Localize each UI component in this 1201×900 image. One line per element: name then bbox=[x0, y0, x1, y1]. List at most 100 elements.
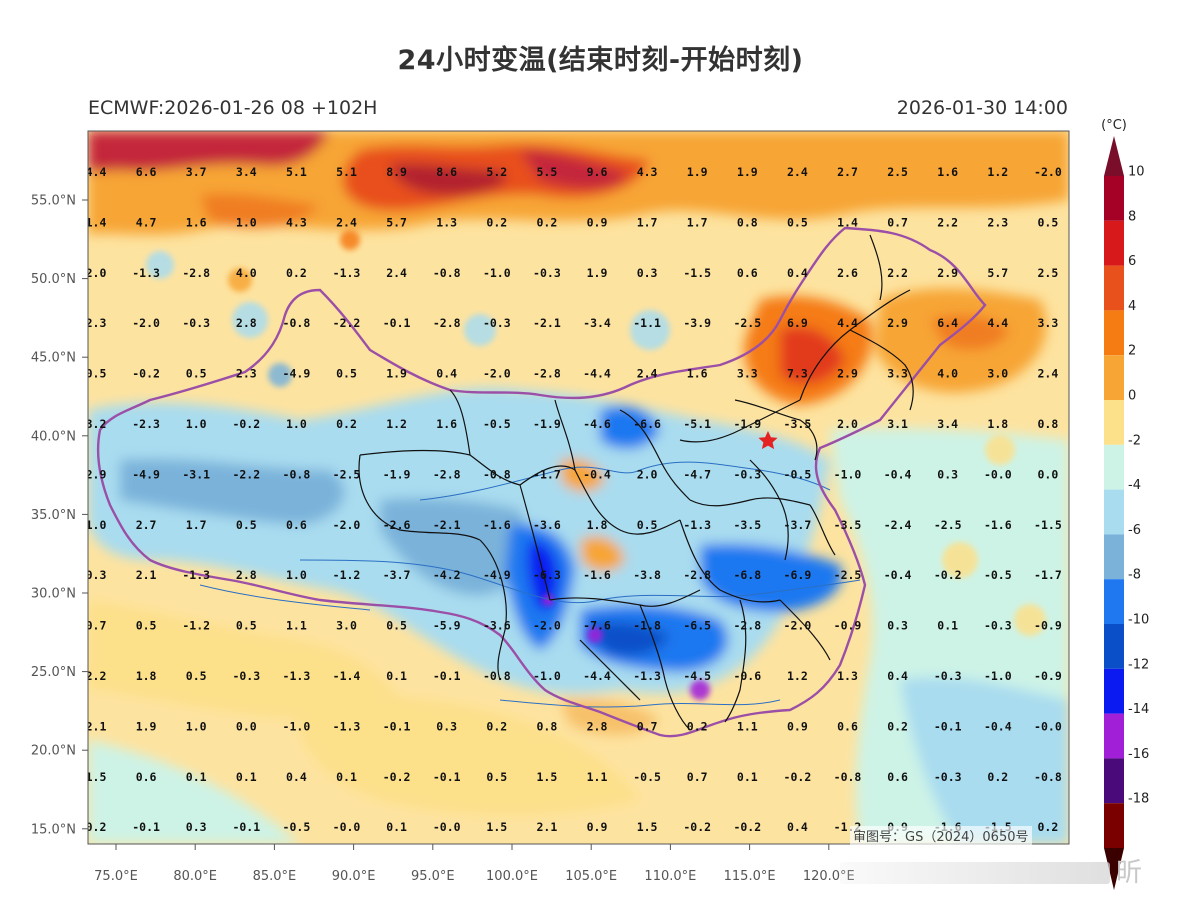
grid-value-label: -2.2 bbox=[232, 467, 260, 481]
grid-value-label: -1.4 bbox=[333, 669, 361, 683]
temperature-field bbox=[88, 131, 1069, 844]
grid-value-label: 7.3 bbox=[787, 367, 808, 381]
grid-value-label: -2.0 bbox=[533, 619, 561, 633]
grid-value-label: -1.8 bbox=[633, 619, 661, 633]
grid-value-label: -3.5 bbox=[733, 518, 761, 532]
grid-value-label: 1.3 bbox=[837, 669, 858, 683]
grid-value-label: 2.0 bbox=[86, 266, 107, 280]
grid-value-label: -2.8 bbox=[733, 619, 761, 633]
grid-value-label: -0.8 bbox=[483, 669, 511, 683]
grid-value-label: 0.9 bbox=[787, 719, 808, 733]
grid-value-label: -1.5 bbox=[1034, 518, 1062, 532]
grid-value-label: 0.5 bbox=[236, 619, 257, 633]
grid-value-label: -4.9 bbox=[483, 568, 511, 582]
lat-tick-label: 35.0°N bbox=[31, 508, 76, 523]
grid-value-label: -2.8 bbox=[182, 266, 210, 280]
lon-tick-label: 115.0°E bbox=[724, 869, 776, 884]
grid-value-label: 0.1 bbox=[737, 770, 758, 784]
grid-value-label: 1.5 bbox=[86, 770, 107, 784]
colorbar-label: -18 bbox=[1128, 792, 1149, 807]
grid-value-label: -1.3 bbox=[683, 518, 711, 532]
lon-tick-label: 105.0°E bbox=[565, 869, 617, 884]
grid-value-label: 0.3 bbox=[436, 719, 457, 733]
grid-value-label: 3.2 bbox=[86, 417, 107, 431]
grid-value-label: -3.5 bbox=[834, 518, 862, 532]
grid-value-label: 0.9 bbox=[587, 215, 608, 229]
grid-value-label: 2.6 bbox=[837, 266, 858, 280]
grid-value-label: -2.8 bbox=[683, 568, 711, 582]
grid-value-label: 0.8 bbox=[537, 719, 558, 733]
grid-value-label: -0.3 bbox=[533, 266, 561, 280]
grid-value-label: 2.7 bbox=[837, 165, 858, 179]
grid-value-label: -2.5 bbox=[333, 467, 361, 481]
grid-value-label: -1.0 bbox=[984, 669, 1012, 683]
grid-value-label: -3.6 bbox=[483, 619, 511, 633]
grid-value-label: 1.9 bbox=[737, 165, 758, 179]
grid-value-label: 0.5 bbox=[486, 770, 507, 784]
grid-value-label: 0.4 bbox=[286, 770, 307, 784]
grid-value-label: 1.9 bbox=[386, 367, 407, 381]
grid-value-label: 1.0 bbox=[86, 518, 107, 532]
grid-value-label: 0.2 bbox=[887, 719, 908, 733]
grid-value-label: -5.9 bbox=[433, 619, 461, 633]
grid-value-label: -4.4 bbox=[583, 669, 611, 683]
colorbar-label: -4 bbox=[1128, 478, 1141, 493]
grid-value-label: 0.3 bbox=[887, 619, 908, 633]
grid-value-label: 0.5 bbox=[386, 619, 407, 633]
colorbar-label: -16 bbox=[1128, 747, 1149, 762]
grid-value-label: 2.2 bbox=[887, 266, 908, 280]
grid-value-label: 2.9 bbox=[937, 266, 958, 280]
lon-tick-label: 100.0°E bbox=[486, 869, 538, 884]
lon-tick-label: 80.0°E bbox=[173, 869, 217, 884]
colorbar-bottom-arrow bbox=[1104, 848, 1124, 890]
grid-value-label: -1.0 bbox=[483, 266, 511, 280]
grid-value-label: 1.0 bbox=[286, 568, 307, 582]
grid-value-label: -1.0 bbox=[533, 669, 561, 683]
lat-tick-label: 45.0°N bbox=[31, 351, 76, 366]
colorbar-label: -8 bbox=[1128, 568, 1141, 583]
grid-value-label: -1.6 bbox=[483, 518, 511, 532]
colorbar-label: -10 bbox=[1128, 613, 1149, 628]
grid-value-label: -4.9 bbox=[283, 367, 311, 381]
grid-value-label: 0.4 bbox=[787, 266, 808, 280]
grid-value-label: 0.5 bbox=[787, 215, 808, 229]
colorbar-label: -2 bbox=[1128, 433, 1141, 448]
plot-frame bbox=[87, 130, 1070, 845]
colorbar-label: 10 bbox=[1128, 165, 1145, 180]
colorbar-label: 4 bbox=[1128, 299, 1136, 314]
grid-value-label: 0.7 bbox=[637, 719, 658, 733]
grid-value-label: 1.2 bbox=[987, 165, 1008, 179]
grid-value-label: 3.0 bbox=[987, 367, 1008, 381]
grid-value-label: 0.7 bbox=[86, 619, 107, 633]
grid-value-label: -0.9 bbox=[834, 619, 862, 633]
grid-value-label: -1.2 bbox=[333, 568, 361, 582]
grid-value-label: -0.3 bbox=[232, 669, 260, 683]
grid-value-label: 1.4 bbox=[837, 215, 858, 229]
grid-value-label: -2.2 bbox=[333, 316, 361, 330]
grid-value-label: -0.4 bbox=[583, 467, 611, 481]
grid-value-label: 0.4 bbox=[787, 820, 808, 834]
grid-value-label: -1.6 bbox=[984, 518, 1012, 532]
grid-value-label: 0.7 bbox=[687, 770, 708, 784]
grid-value-label: 0.1 bbox=[386, 820, 407, 834]
grid-value-label: 0.5 bbox=[86, 367, 107, 381]
latitude-axis: 55.0°N 50.0°N 45.0°N 40.0°N 35.0°N 30.0°N 25.0… bbox=[31, 194, 88, 837]
grid-value-label: 2.0 bbox=[637, 467, 658, 481]
grid-value-label: 2.5 bbox=[1038, 266, 1059, 280]
province-borders bbox=[358, 234, 914, 731]
colorbar-label: 2 bbox=[1128, 344, 1136, 359]
lat-tick-label: 55.0°N bbox=[31, 194, 76, 209]
grid-value-label: -0.6 bbox=[733, 669, 761, 683]
grid-value-label: 1.1 bbox=[737, 719, 758, 733]
colorbar-swatch bbox=[1104, 220, 1124, 266]
lat-tick-label: 15.0°N bbox=[31, 822, 76, 837]
watermark-bar bbox=[840, 862, 1110, 884]
grid-value-label: 0.9 bbox=[587, 820, 608, 834]
grid-value-label: -0.0 bbox=[333, 820, 361, 834]
grid-value-label: 2.9 bbox=[837, 367, 858, 381]
grid-value-label: 4.4 bbox=[987, 316, 1008, 330]
grid-value-label: -0.5 bbox=[784, 467, 812, 481]
grid-value-label: 2.9 bbox=[86, 467, 107, 481]
grid-value-label: 0.6 bbox=[286, 518, 307, 532]
grid-value-label: 2.2 bbox=[937, 215, 958, 229]
